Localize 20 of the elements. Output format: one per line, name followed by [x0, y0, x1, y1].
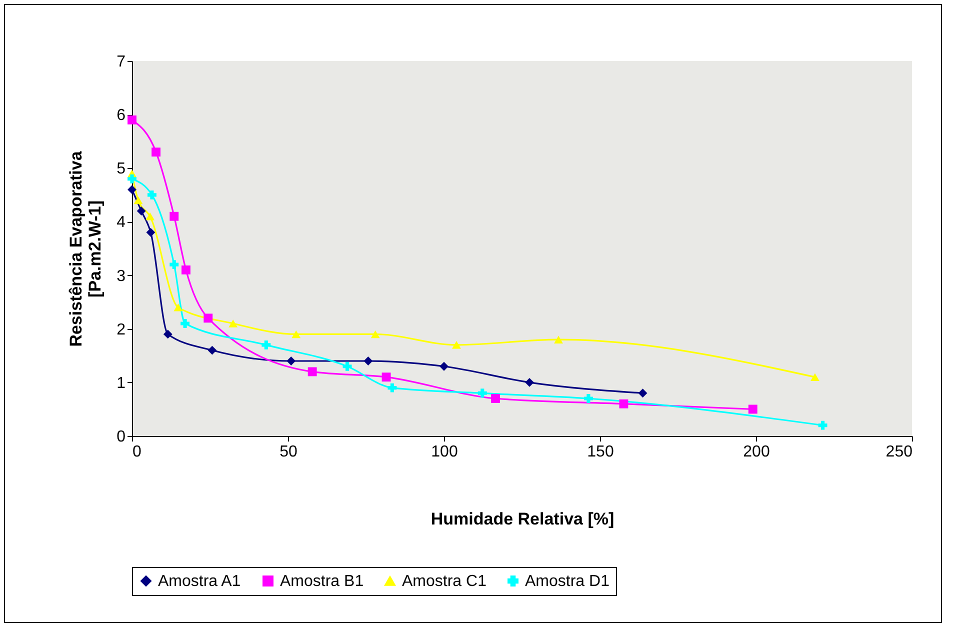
- y-tick-label: 0: [116, 428, 126, 446]
- y-tick-label: 6: [116, 107, 126, 124]
- y-tick-label: 4: [116, 214, 126, 232]
- x-tick-label: 200: [743, 444, 770, 460]
- x-tick-label: 250: [886, 444, 913, 460]
- y-tick-label: 7: [116, 54, 126, 70]
- x-tick-label: 0: [132, 444, 142, 460]
- y-axis-title: Resistência Evaporativa [Pa.m2.W-1]: [66, 150, 105, 347]
- y-tick-label: 3: [116, 268, 126, 285]
- y-tick-label: 2: [116, 321, 126, 338]
- x-tick-label: 50: [280, 444, 298, 460]
- x-tick-label: 150: [587, 444, 614, 460]
- x-axis-title: Humidade Relativa [%]: [430, 510, 614, 528]
- legend-label: Amostra A1: [158, 573, 241, 590]
- x-tick-label: 100: [431, 444, 458, 460]
- y-tick-label: 5: [116, 160, 126, 178]
- legend-label: Amostra B1: [280, 573, 364, 590]
- legend-label: Amostra C1: [402, 573, 487, 590]
- legend-label: Amostra D1: [525, 573, 610, 590]
- y-tick-label: 1: [116, 374, 126, 392]
